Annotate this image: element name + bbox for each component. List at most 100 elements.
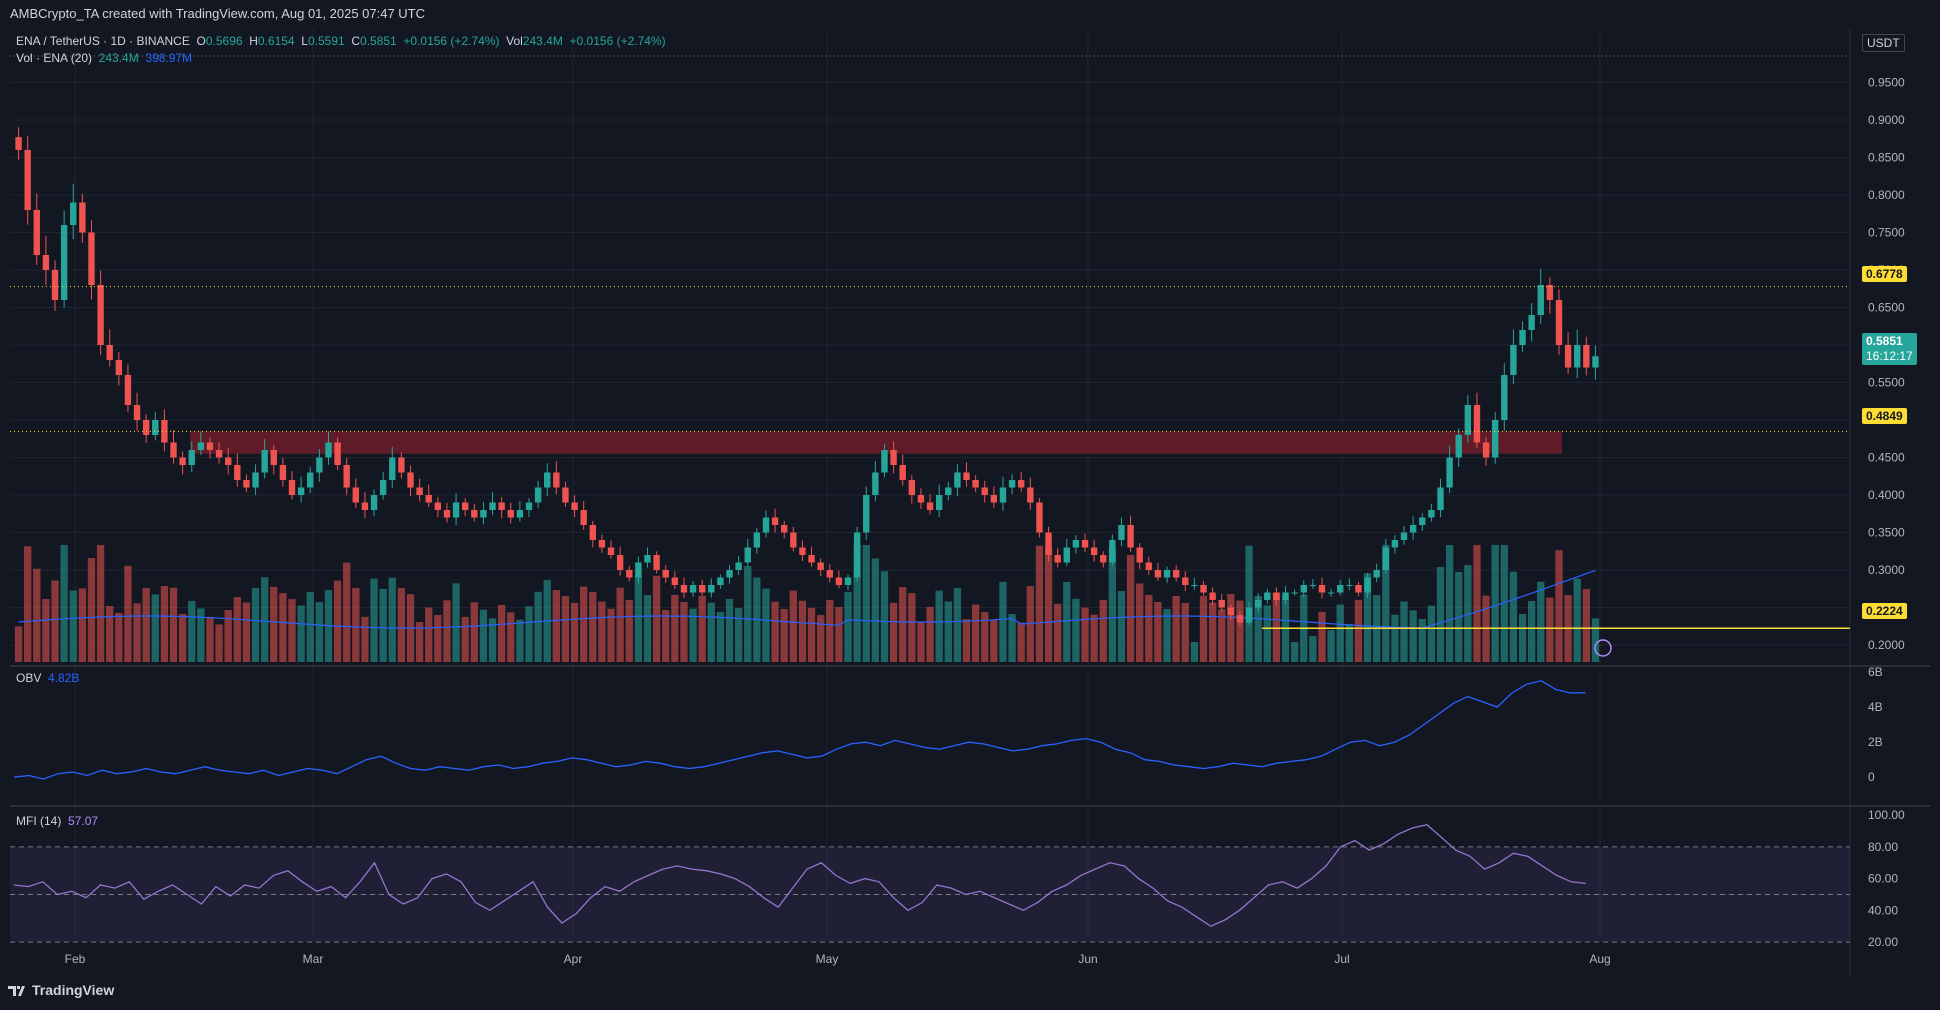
volume-bar [734,608,743,662]
support-zone-rect [190,431,1562,454]
candle-body [334,442,341,465]
volume-bar [844,591,852,662]
candle-body [124,375,132,405]
volume-bar [771,601,779,662]
support-zone [190,431,1562,454]
candle-body [307,472,314,488]
obv-legend[interactable]: OBV 4.82B [16,671,80,685]
volume-bar [1555,550,1563,662]
candle-body [461,502,469,510]
volume-bar [598,601,606,662]
volume-bar [1382,545,1390,662]
candle-body [343,465,350,488]
candle-body [15,137,22,150]
volume-bar [388,577,396,662]
support-zone-price-tag: 0.4849 [1862,408,1907,424]
candle-body [24,150,31,210]
volume-bar [999,581,1007,662]
candle-body [70,202,77,225]
volume-bar [206,616,214,662]
currency-button[interactable]: USDT [1862,34,1905,52]
candle-body [1446,457,1453,488]
candle-body [607,547,615,555]
tradingview-brand[interactable]: TradingView [8,982,114,998]
candle-body [1136,547,1143,563]
volume-bar [634,575,643,662]
candle-body [1346,585,1353,586]
candle-body [42,255,50,270]
candle-body [379,480,387,495]
volume-bar [1254,596,1262,662]
candle-body [60,225,68,300]
candle-body [1045,532,1052,555]
volume-bar [534,591,542,662]
volume-bar [24,546,32,662]
volume-bar [1199,595,1208,662]
volume-legend[interactable]: Vol · ENA (20) 243.4M 398.97M [16,51,193,65]
candle-body [498,502,505,510]
volume-bar [1527,600,1536,662]
volume-bar [434,614,442,662]
candle-body [945,487,952,495]
candle-body [1100,555,1107,563]
volume-bar [1181,602,1189,662]
candle-body [917,495,925,503]
volume-bar [242,602,251,662]
volume-bar [1163,608,1171,662]
candle-body [790,532,797,548]
volume-bar [1582,589,1590,662]
volume-bar [744,565,752,662]
candle-body [990,495,998,503]
volume-bar [899,587,907,662]
candle-body [671,577,679,585]
candle-body [1145,562,1153,570]
candle-body [662,570,669,578]
volume-bar [944,601,952,662]
candle-body [152,420,159,435]
candle-body [297,487,305,495]
candle-body [1291,592,1298,594]
candle-body [899,465,906,480]
volume-bar [78,588,87,662]
candle-body [1382,547,1389,570]
volume-bar [1573,578,1581,662]
volume-bar [1227,594,1235,662]
candle-body [1583,345,1590,368]
volume-bar [1491,545,1499,662]
candle-body [616,555,624,570]
candle-body [735,562,742,570]
volume-bar [662,610,670,662]
volume-bar [361,616,369,662]
candle-body [562,487,569,503]
volume-bar [1063,581,1071,662]
candle-body [325,442,332,458]
volume-bar [379,589,387,662]
volume-bar [133,603,141,662]
volume-bar [990,619,998,662]
candle-body [1273,592,1280,600]
candle-body [1537,285,1544,315]
candle-body [1455,435,1462,458]
volume-bar [1145,594,1153,662]
volume-bar [871,558,880,662]
candle-body [1036,502,1043,533]
volume-bar [917,621,925,662]
tradingview-logo-icon [8,986,25,997]
volume-bar [1054,603,1062,662]
candle-body [935,495,943,510]
candle-body [261,450,268,473]
mfi-legend[interactable]: MFI (14) 57.07 [16,814,99,828]
volume-bar [251,588,260,662]
price-tick-label: 0.4000 [1868,488,1905,502]
volume-bar [789,590,797,662]
symbol-name[interactable]: ENA / TetherUS · 1D · BINANCE [16,34,190,48]
volume-bar [1272,592,1281,662]
candle-body [142,420,150,435]
candle-body [106,345,113,360]
volume-bar [1591,618,1600,662]
candle-body [452,502,460,518]
volume-bar [1117,591,1126,662]
candle-body [243,480,250,488]
candle-body [33,210,40,255]
